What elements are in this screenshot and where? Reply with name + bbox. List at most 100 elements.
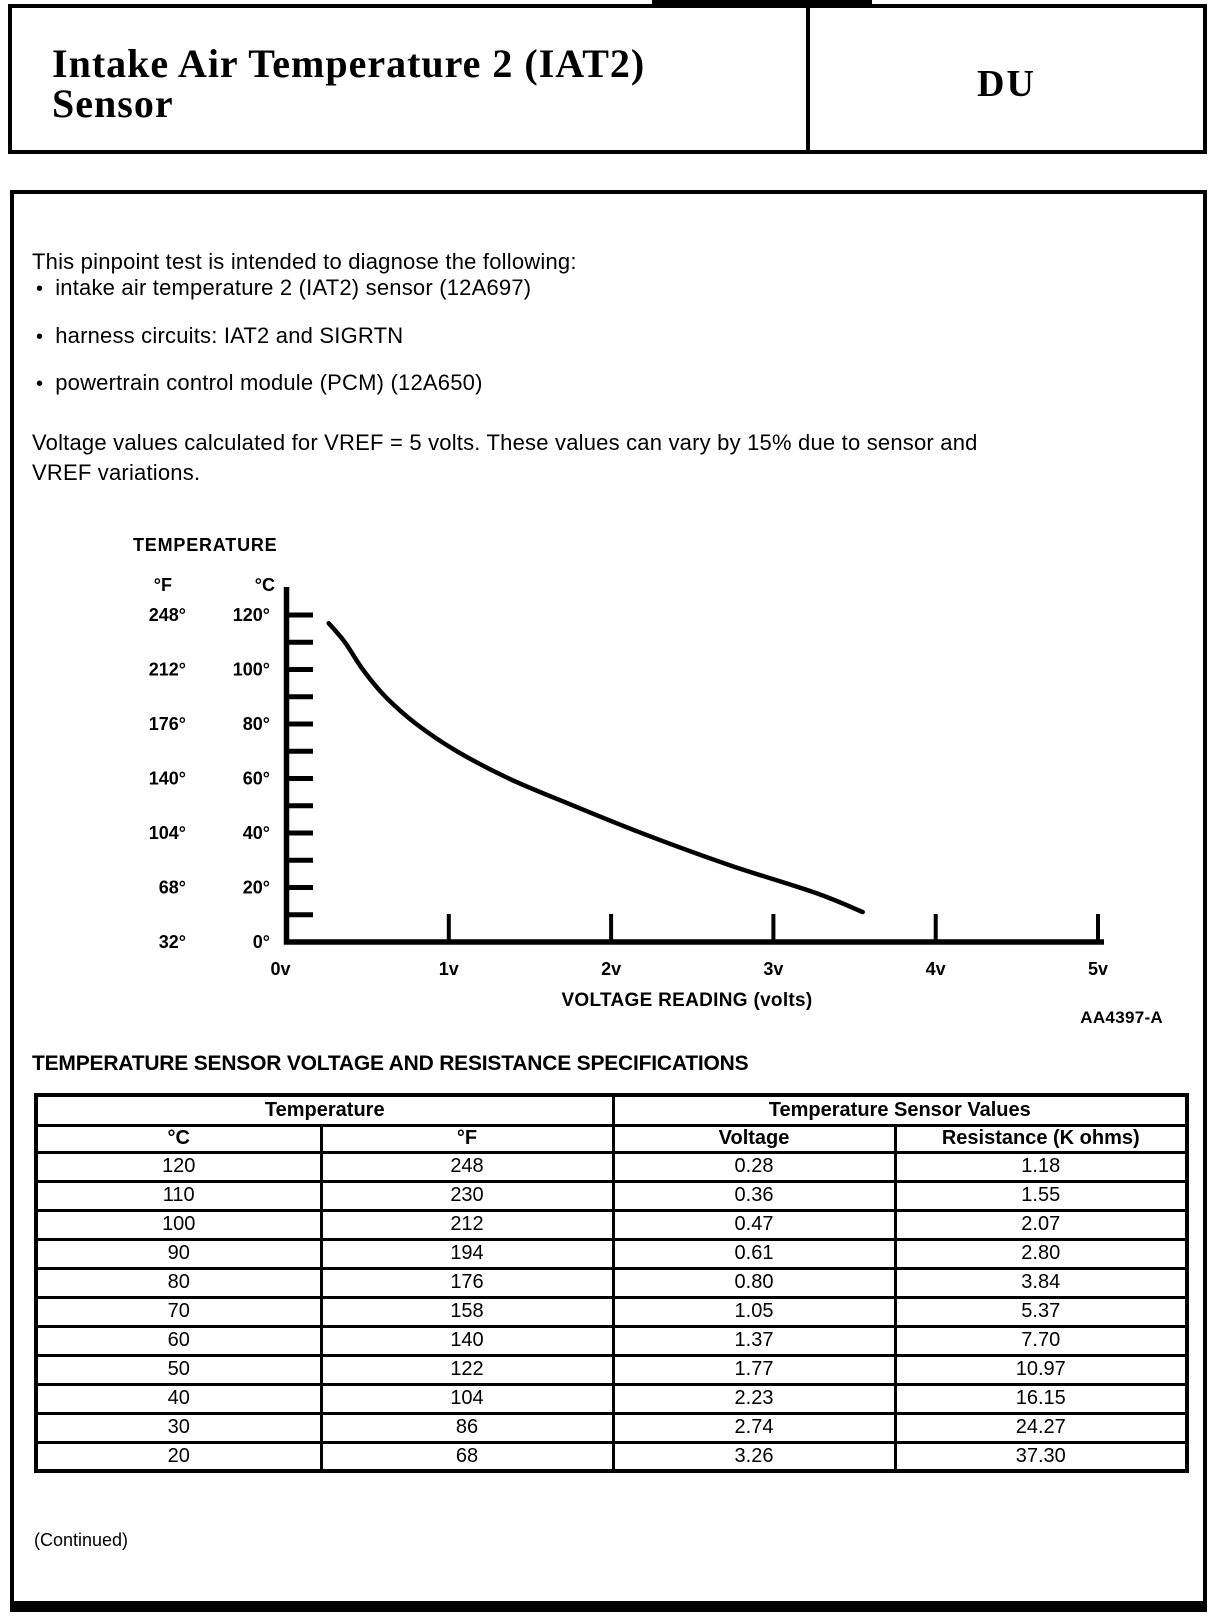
x-tick-label: 2v — [601, 959, 621, 979]
table-group-header-row: Temperature Temperature Sensor Values — [34, 1093, 1189, 1127]
table-cell: 110 — [34, 1179, 323, 1212]
table-cell: 2.07 — [893, 1208, 1189, 1241]
table-cell: 3.84 — [893, 1266, 1189, 1299]
content-box: This pinpoint test is intended to diagno… — [10, 190, 1207, 1612]
list-item: • intake air temperature 2 (IAT2) sensor… — [36, 275, 531, 301]
table-cell: 158 — [319, 1295, 615, 1328]
list-item-text: intake air temperature 2 (IAT2) sensor (… — [55, 275, 532, 300]
y-tick-label-c: 120° — [233, 605, 270, 625]
table-cell: 0.28 — [611, 1150, 897, 1183]
list-item: • harness circuits: IAT2 and SIGRTN — [36, 323, 403, 349]
y-tick-label-f: 104° — [149, 823, 186, 843]
table-title: TEMPERATURE SENSOR VOLTAGE AND RESISTANC… — [32, 1052, 749, 1075]
y-tick-label-f: 32° — [159, 932, 186, 952]
spec-table: Temperature Temperature Sensor Values °C… — [34, 1093, 1190, 1473]
bullet-icon: • — [36, 373, 44, 395]
table-cell: 16.15 — [893, 1382, 1189, 1415]
y-tick-label-f: 176° — [149, 714, 186, 734]
bullet-icon: • — [36, 326, 44, 348]
page-title-line2: Sensor — [52, 81, 174, 126]
note-line2: VREF variations. — [32, 460, 201, 485]
x-tick-label: 1v — [439, 959, 459, 979]
y-tick-label-c: 80° — [243, 714, 270, 734]
table-cell: 104 — [319, 1382, 615, 1415]
table-cell: 86 — [319, 1411, 615, 1444]
table-cell: 100 — [34, 1208, 323, 1241]
chart-xlabel: VOLTAGE READING (volts) — [561, 990, 812, 1011]
y-axis-unit-celsius: °C — [255, 575, 275, 595]
y-axis-unit-fahrenheit: °F — [154, 575, 172, 595]
y-tick-label-f: 248° — [149, 605, 186, 625]
page-title-line1: Intake Air Temperature 2 (IAT2) — [52, 41, 646, 86]
figure-code: AA4397-A — [1080, 1008, 1163, 1027]
col-header-fahrenheit: °F — [319, 1123, 615, 1154]
table-row: 40 104 2.23 16.15 — [34, 1382, 1189, 1415]
x-tick-label: 5v — [1088, 959, 1108, 979]
scan-artifact-line — [652, 0, 872, 4]
x-tick-label: 4v — [926, 959, 946, 979]
table-cell: 1.55 — [893, 1179, 1189, 1212]
col-header-celsius: °C — [34, 1123, 323, 1154]
spec-table-body: 120 248 0.28 1.18 110 230 0.36 1.55 100 212 0.47 2.… — [34, 1150, 1189, 1473]
table-cell: 50 — [34, 1353, 323, 1386]
table-cell: 80 — [34, 1266, 323, 1299]
table-cell: 212 — [319, 1208, 615, 1241]
table-cell: 1.05 — [611, 1295, 897, 1328]
table-cell: 24.27 — [893, 1411, 1189, 1444]
table-cell: 120 — [34, 1150, 323, 1183]
table-cell: 7.70 — [893, 1324, 1189, 1357]
table-cell: 0.80 — [611, 1266, 897, 1299]
table-cell: 5.37 — [893, 1295, 1189, 1328]
continued-note: (Continued) — [34, 1530, 129, 1550]
table-cell: 2.80 — [893, 1237, 1189, 1270]
table-cell: 194 — [319, 1237, 615, 1270]
table-cell: 1.18 — [893, 1150, 1189, 1183]
table-cell: 60 — [34, 1324, 323, 1357]
table-row: 110 230 0.36 1.55 — [34, 1179, 1189, 1212]
table-cell: 230 — [319, 1179, 615, 1212]
table-row: 100 212 0.47 2.07 — [34, 1208, 1189, 1241]
sensor-voltage-chart: 0v 1v 2v 3v 4v 5v 248° 120° 212° 100° 176° 80° 140° 6… — [133, 535, 1163, 1027]
table-cell: 1.37 — [611, 1324, 897, 1357]
col-header-voltage: Voltage — [611, 1123, 897, 1154]
list-item-text: harness circuits: IAT2 and SIGRTN — [55, 323, 404, 348]
table-cell: 122 — [319, 1353, 615, 1386]
table-cell: 30 — [34, 1411, 323, 1444]
y-tick-label-f: 68° — [159, 878, 186, 898]
page-header: Intake Air Temperature 2 (IAT2) Sensor DU — [8, 4, 1207, 154]
title-cell: Intake Air Temperature 2 (IAT2) Sensor — [12, 8, 810, 150]
y-tick-label-f: 212° — [149, 660, 186, 680]
note-line1: Voltage values calculated for VREF = 5 v… — [32, 430, 978, 455]
table-row: 90 194 0.61 2.80 — [34, 1237, 1189, 1270]
table-row: 50 122 1.77 10.97 — [34, 1353, 1189, 1386]
intro-text: This pinpoint test is intended to diagno… — [32, 249, 577, 274]
table-cell: 248 — [319, 1150, 615, 1183]
code-cell: DU — [810, 8, 1203, 150]
table-cell: 3.26 — [611, 1440, 897, 1473]
table-cell: 20 — [34, 1440, 323, 1473]
table-cell: 0.36 — [611, 1179, 897, 1212]
list-item: • powertrain control module (PCM) (12A65… — [36, 370, 483, 396]
table-cell: 2.23 — [611, 1382, 897, 1415]
table-cell: 10.97 — [893, 1353, 1189, 1386]
bullet-icon: • — [36, 278, 44, 300]
y-tick-label-c: 40° — [243, 823, 270, 843]
table-row: 20 68 3.26 37.30 — [34, 1440, 1189, 1473]
chart-area: 0v 1v 2v 3v 4v 5v 248° 120° 212° 100° 176° 80° 140° 6… — [120, 505, 1170, 1035]
table-row: 60 140 1.37 7.70 — [34, 1324, 1189, 1357]
table-cell: 0.47 — [611, 1208, 897, 1241]
y-tick-label-c: 20° — [243, 878, 270, 898]
group-header-sensor-values: Temperature Sensor Values — [611, 1093, 1189, 1127]
table-row: 30 86 2.74 24.27 — [34, 1411, 1189, 1444]
table-cell: 90 — [34, 1237, 323, 1270]
chart-title: TEMPERATURE — [133, 535, 277, 555]
table-cell: 40 — [34, 1382, 323, 1415]
table-cell: 176 — [319, 1266, 615, 1299]
y-tick-label-c: 100° — [233, 660, 270, 680]
chart-axes — [283, 587, 1104, 945]
table-row: 80 176 0.80 3.84 — [34, 1266, 1189, 1299]
table-row: 120 248 0.28 1.18 — [34, 1150, 1189, 1183]
list-item-text: powertrain control module (PCM) (12A650) — [55, 370, 483, 395]
note-text: Voltage values calculated for VREF = 5 v… — [32, 428, 978, 488]
section-code: DU — [977, 63, 1036, 105]
